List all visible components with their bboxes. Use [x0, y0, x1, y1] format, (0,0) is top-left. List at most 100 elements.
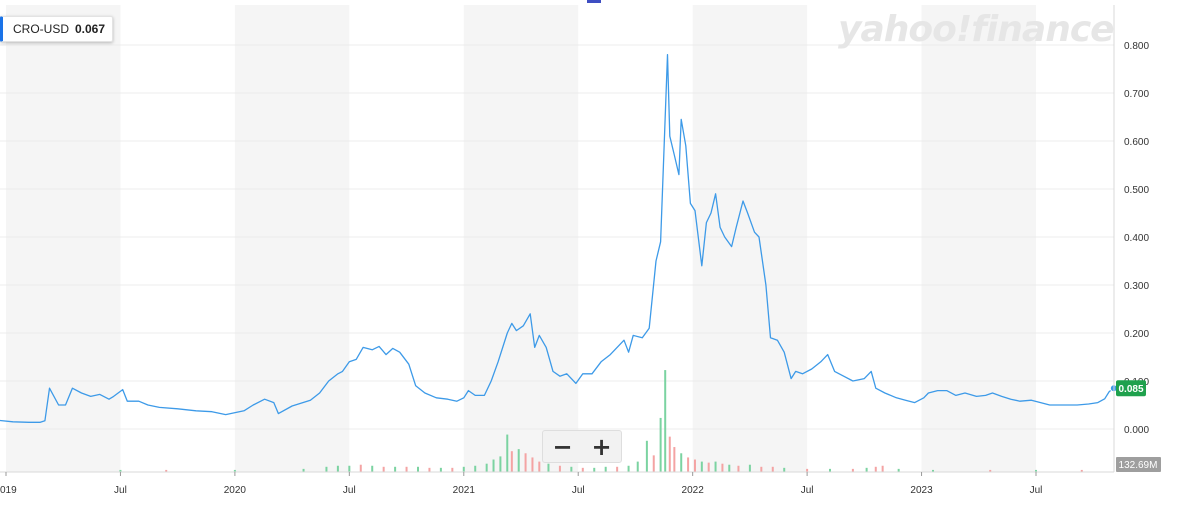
volume-bar [680, 453, 683, 472]
volume-max-label: 132.69M [1119, 460, 1158, 471]
volume-bar [932, 469, 934, 472]
volume-bar [547, 463, 550, 472]
x-tick-label: 2020 [224, 485, 247, 496]
year-band [6, 5, 121, 472]
volume-bars [119, 370, 1083, 472]
current-price-label: 0.085 [1118, 384, 1143, 395]
volume-bar [517, 449, 520, 472]
volume-bar [737, 465, 740, 472]
volume-bar [851, 468, 854, 472]
volume-bar [707, 462, 710, 472]
volume-bar [382, 466, 385, 472]
x-tick-label: 2022 [682, 485, 705, 496]
x-tick-label: Jul [114, 485, 127, 496]
volume-bar [989, 469, 992, 472]
volume-bar [165, 469, 168, 472]
year-band [692, 5, 808, 472]
volume-bar [897, 468, 900, 472]
current-price-badge [1116, 380, 1146, 397]
year-band [463, 5, 579, 472]
volume-bar [359, 464, 362, 472]
volume-bar [616, 466, 619, 472]
volume-bar [874, 466, 877, 472]
y-tick-label: 0.800 [1124, 41, 1149, 52]
volume-bar [700, 461, 703, 472]
volume-bar [728, 464, 731, 472]
volume-bar [417, 466, 419, 472]
x-tick-label: Jul [572, 485, 585, 496]
volume-bar [829, 468, 831, 472]
volume-max-badge [1116, 457, 1161, 472]
volume-bar [1035, 469, 1037, 472]
volume-bar [865, 467, 868, 472]
volume-bar [668, 436, 671, 472]
volume-bar [451, 467, 454, 472]
y-tick-label: 0.400 [1124, 233, 1149, 244]
ticker-legend[interactable]: CRO-USD 0.067 [0, 16, 114, 42]
volume-bar [394, 466, 397, 472]
y-tick-label: 0.600 [1124, 137, 1149, 148]
volume-bar [806, 468, 809, 472]
chart-overlays: 0.085 132.69M [1116, 380, 1161, 472]
zoom-out-button[interactable]: − [552, 432, 573, 461]
volume-bar [439, 467, 442, 472]
volume-bar [524, 453, 527, 472]
price-line [0, 53, 1115, 423]
volume-bar [506, 434, 509, 472]
volume-bar [714, 461, 717, 472]
volume-bar [783, 467, 786, 472]
zoom-in-button[interactable]: + [591, 432, 612, 461]
yahoo-finance-watermark: yahoo!finance [838, 9, 1115, 50]
y-tick-label: 0.700 [1124, 89, 1149, 100]
volume-bar [428, 467, 431, 472]
volume-bar [405, 466, 408, 472]
volume-bar [558, 465, 561, 472]
volume-bar [371, 465, 374, 472]
volume-bar [881, 465, 884, 472]
volume-bar [627, 465, 630, 472]
volume-bar [492, 459, 495, 472]
volume-bar [462, 466, 465, 472]
volume-bar [302, 468, 305, 472]
volume-bar [693, 459, 696, 472]
year-band [921, 5, 1036, 472]
volume-bar [645, 440, 648, 472]
volume-bar [593, 467, 596, 472]
volume-bar [499, 456, 502, 472]
zoom-controls: − + [542, 430, 622, 463]
volume-bar [659, 417, 662, 472]
y-tick-label: 0.000 [1124, 425, 1149, 436]
volume-bar [531, 457, 534, 472]
volume-bar [664, 370, 667, 472]
volume-bar [348, 465, 351, 472]
volume-bar [652, 455, 655, 472]
volume-bar [119, 469, 122, 472]
x-tick-label: Jul [343, 485, 356, 496]
volume-bar [721, 463, 724, 472]
volume-bar [687, 457, 690, 472]
chart-bands [6, 5, 1036, 472]
x-tick-label: 2021 [453, 485, 476, 496]
volume-bar [748, 464, 751, 472]
volume-bar [233, 469, 236, 472]
volume-bar [673, 447, 676, 472]
top-marker [587, 0, 601, 3]
volume-bar [474, 465, 477, 472]
ticker-symbol: CRO-USD [13, 22, 69, 36]
volume-bar [1080, 469, 1083, 472]
year-band [234, 5, 350, 472]
volume-bar [570, 466, 573, 472]
volume-bar [771, 466, 774, 472]
volume-bar [636, 461, 639, 472]
volume-bar [325, 466, 328, 472]
volume-bar [604, 466, 607, 472]
x-tick-label: Jul [801, 485, 814, 496]
volume-bar [760, 466, 763, 472]
x-tick-label: 2023 [910, 485, 933, 496]
volume-bar [510, 451, 513, 472]
chart-gridlines [0, 44, 1114, 430]
y-tick-label: 0.300 [1124, 281, 1149, 292]
x-tick-label: 019 [0, 485, 17, 496]
